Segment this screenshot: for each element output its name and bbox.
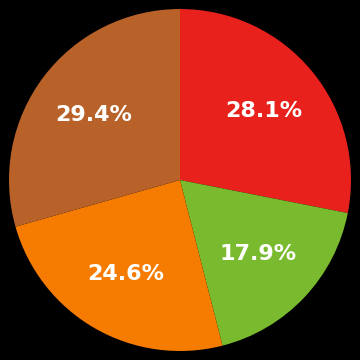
Text: 29.4%: 29.4% [55, 105, 132, 125]
Text: 28.1%: 28.1% [225, 102, 302, 121]
Wedge shape [180, 9, 351, 213]
Text: 17.9%: 17.9% [220, 244, 297, 264]
Wedge shape [15, 180, 222, 351]
Wedge shape [9, 9, 180, 227]
Text: 24.6%: 24.6% [88, 264, 165, 284]
Wedge shape [180, 180, 348, 346]
